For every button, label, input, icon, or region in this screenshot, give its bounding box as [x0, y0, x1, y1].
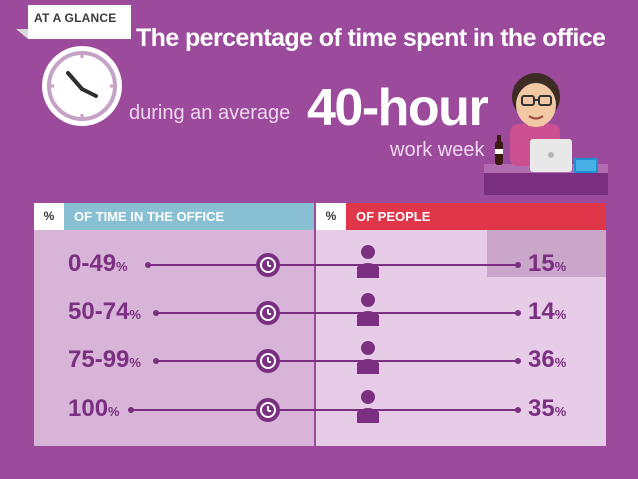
- people-percent-number: 35: [528, 395, 555, 422]
- connector-dot: [515, 262, 521, 268]
- connector-dot: [153, 358, 159, 364]
- people-percent-unit: %: [554, 307, 567, 322]
- percent-symbol: %: [34, 203, 64, 230]
- people-percent-value: 36%: [528, 346, 566, 374]
- person-icon: [357, 341, 379, 374]
- person-icon: [357, 293, 379, 326]
- time-range-unit: %: [108, 404, 120, 419]
- people-percent-unit: %: [554, 259, 567, 274]
- person-icon: [357, 390, 379, 423]
- small-clock-icon: [256, 349, 280, 373]
- time-range-label: 0-49%: [68, 250, 128, 278]
- time-range-unit: %: [116, 259, 128, 274]
- time-range-label: 75-99%: [68, 346, 141, 374]
- time-range-number: 0-49: [68, 250, 117, 277]
- connector-dot: [515, 407, 521, 413]
- connector-dot: [515, 358, 521, 364]
- people-percent-number: 15: [528, 250, 555, 277]
- time-range-number: 100: [68, 395, 109, 422]
- headline-title: The percentage of time spent in the offi…: [136, 24, 606, 52]
- office-worker-illustration: [484, 73, 608, 195]
- time-in-office-header: % OF TIME IN THE OFFICE: [34, 203, 314, 230]
- time-range-label: 50-74%: [68, 298, 141, 326]
- time-range-number: 50-74: [68, 298, 130, 325]
- people-percent-value: 14%: [528, 298, 566, 326]
- people-percent-unit: %: [554, 355, 567, 370]
- time-range-label: 100%: [68, 395, 120, 423]
- of-people-header: % OF PEOPLE: [316, 203, 606, 230]
- time-in-office-label: OF TIME IN THE OFFICE: [74, 209, 225, 224]
- of-people-label: OF PEOPLE: [356, 209, 431, 224]
- connector-dot: [153, 310, 159, 316]
- time-range-unit: %: [129, 307, 141, 322]
- headline-work-week: work week: [390, 139, 485, 161]
- small-clock-icon: [256, 301, 280, 325]
- people-percent-number: 36: [528, 346, 555, 373]
- connector-dot: [145, 262, 151, 268]
- connector-dot: [515, 310, 521, 316]
- small-clock-icon: [256, 253, 280, 277]
- headline-during: during an average: [129, 102, 291, 124]
- person-icon: [357, 245, 379, 278]
- percent-symbol: %: [316, 203, 346, 230]
- people-percent-number: 14: [528, 298, 555, 325]
- clock-icon: [42, 46, 122, 126]
- people-percent-value: 35%: [528, 395, 566, 423]
- highlight-cell: [487, 230, 606, 277]
- connector-dot: [128, 407, 134, 413]
- people-percent-value: 15%: [528, 250, 566, 278]
- small-clock-icon: [256, 398, 280, 422]
- at-a-glance-label: AT A GLANCE: [34, 11, 117, 25]
- at-a-glance-tag: AT A GLANCE: [16, 5, 131, 39]
- time-range-number: 75-99: [68, 346, 130, 373]
- time-range-unit: %: [129, 355, 141, 370]
- headline-40-hour: 40-hour: [307, 79, 489, 137]
- people-percent-unit: %: [554, 404, 567, 419]
